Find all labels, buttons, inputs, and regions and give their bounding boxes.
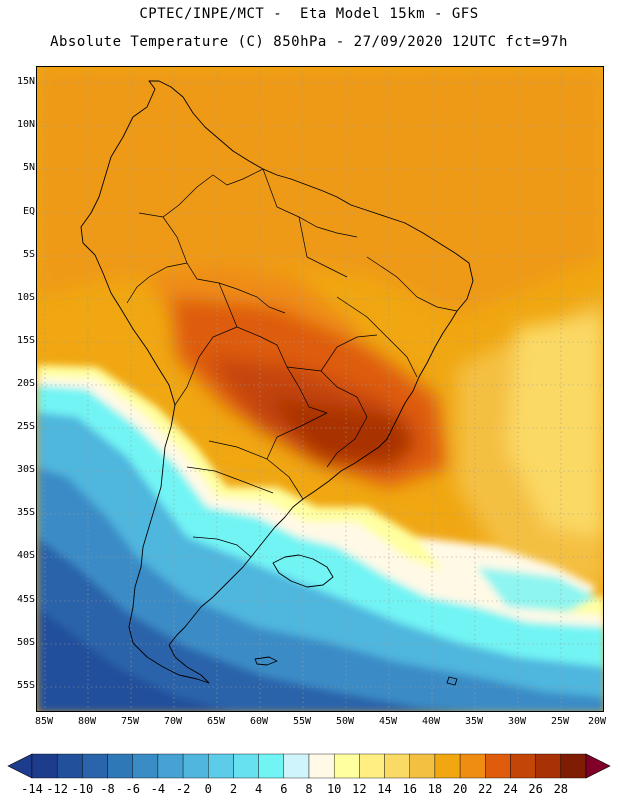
colorbar-tick-label: 12	[352, 782, 367, 796]
lon-label-85w: 85W	[34, 716, 54, 727]
colorbar-tick-label: 0	[204, 782, 212, 796]
colorbar-tick-label: 8	[305, 782, 313, 796]
lon-label-60w: 60W	[249, 716, 269, 727]
colorbar-cell	[31, 753, 58, 779]
colorbar-tick-label: -12	[46, 782, 69, 796]
lon-label-80w: 80W	[77, 716, 97, 727]
colorbar-tick-label: 22	[478, 782, 493, 796]
colorbar-tick-label: 28	[553, 782, 569, 796]
lat-label-eq: EQ	[22, 206, 35, 217]
lat-label-5n: 5N	[22, 162, 35, 173]
temperature-colorbar	[7, 753, 611, 779]
colorbar-cell	[132, 753, 159, 779]
colorbar-cell	[333, 753, 360, 779]
colorbar-cell	[459, 753, 486, 779]
lat-label-35s: 35S	[16, 507, 35, 518]
colorbar-cell	[82, 753, 108, 779]
colorbar-tick-label: -8	[100, 782, 115, 796]
lat-label-25s: 25S	[16, 421, 35, 432]
coastline	[80, 80, 474, 686]
colorbar-cell	[258, 753, 285, 779]
colorbar-tick-label: -6	[125, 782, 140, 796]
colorbar-cell	[384, 753, 410, 779]
colorbar-cell	[560, 753, 587, 779]
colorbar-tick-label: -14	[21, 782, 43, 796]
colorbar-cell	[233, 753, 259, 779]
lat-label-55s: 55S	[16, 680, 35, 691]
lon-label-40w: 40W	[421, 716, 441, 727]
lat-label-10n: 10N	[16, 119, 35, 130]
colorbar-cell	[107, 753, 133, 779]
colorbar-cell	[434, 753, 461, 779]
colorbar-tick-label: 4	[255, 782, 263, 796]
colorbar-tick-label: 10	[326, 782, 342, 796]
lon-label-45w: 45W	[378, 716, 398, 727]
colorbar-cell	[359, 753, 385, 779]
lon-label-70w: 70W	[163, 716, 183, 727]
political-borders	[126, 168, 458, 558]
temperature-field	[37, 67, 603, 711]
colorbar-over-arrow	[585, 753, 611, 779]
colorbar-cell	[535, 753, 562, 779]
colorbar-cell	[485, 753, 511, 779]
colorbar-cell	[409, 753, 436, 779]
colorbar-cell	[510, 753, 536, 779]
colorbar-tick-label: 6	[280, 782, 288, 796]
colorbar-tick-label: -2	[175, 782, 191, 796]
colorbar-cell	[308, 753, 335, 779]
lon-label-65w: 65W	[206, 716, 226, 727]
colorbar-cell	[182, 753, 209, 779]
colorbar-cell	[157, 753, 184, 779]
colorbar-tick-label: 16	[402, 782, 417, 796]
lat-label-15s: 15S	[16, 335, 35, 346]
lat-label-20s: 20S	[16, 378, 35, 389]
lat-label-5s: 5S	[22, 249, 35, 260]
lon-label-55w: 55W	[292, 716, 312, 727]
colorbar-tick-label: 20	[452, 782, 468, 796]
lon-label-75w: 75W	[120, 716, 140, 727]
lon-label-30w: 30W	[507, 716, 527, 727]
lon-label-20w: 20W	[587, 716, 607, 727]
colorbar-cell	[56, 753, 83, 779]
colorbar-under-arrow	[7, 753, 33, 779]
colorbar-tick-label: -4	[150, 782, 166, 796]
lat-lon-grid	[37, 67, 603, 711]
lat-label-30s: 30S	[16, 464, 35, 475]
colorbar-cell	[208, 753, 234, 779]
map-title: CPTEC/INPE/MCT - Eta Model 15km - GFS	[139, 6, 479, 22]
lat-label-50s: 50S	[16, 637, 35, 648]
colorbar-tick-label: 26	[528, 782, 543, 796]
colorbar-tick-label: 2	[229, 782, 238, 796]
lon-label-35w: 35W	[464, 716, 484, 727]
lat-label-10s: 10S	[16, 292, 35, 303]
colorbar-tick-label: 24	[503, 782, 518, 796]
map-subtitle: Absolute Temperature (C) 850hPa - 27/09/…	[50, 34, 568, 50]
lon-label-25w: 25W	[550, 716, 570, 727]
colorbar-tick-label: 14	[377, 782, 392, 796]
lat-label-45s: 45S	[16, 594, 35, 605]
lat-label-40s: 40S	[16, 550, 35, 561]
colorbar-cell	[283, 753, 310, 779]
colorbar-tick-label: 18	[427, 782, 443, 796]
temperature-map[interactable]	[36, 66, 604, 712]
lat-label-15n: 15N	[16, 76, 35, 87]
lon-label-50w: 50W	[335, 716, 355, 727]
colorbar-tick-label: -10	[71, 782, 94, 796]
